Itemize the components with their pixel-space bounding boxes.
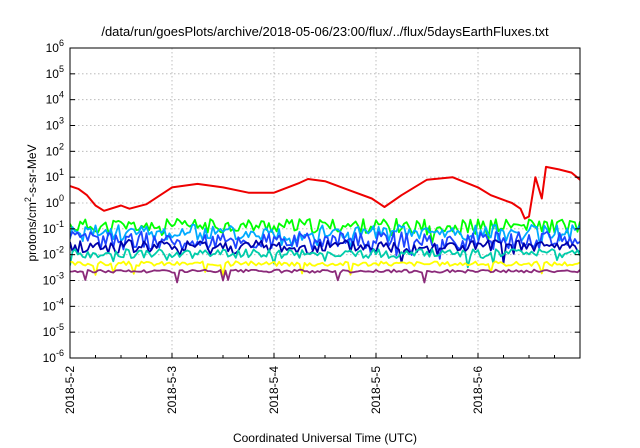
x-tick-label: 2018-5-4 bbox=[267, 366, 281, 414]
grid bbox=[70, 48, 580, 358]
series-line-3 bbox=[70, 230, 580, 260]
y-axis-label: protons/cm2-s-sr-MeV bbox=[23, 144, 39, 261]
series-line-0 bbox=[70, 165, 580, 220]
y-tick-label: 10-4 bbox=[43, 296, 64, 313]
y-tick-label: 104 bbox=[46, 90, 64, 107]
series-line-6 bbox=[70, 260, 580, 276]
series-line-1 bbox=[70, 217, 580, 245]
y-tick-label: 101 bbox=[46, 167, 64, 184]
y-tick-label: 10-3 bbox=[43, 271, 64, 288]
y-tick-label: 10-2 bbox=[43, 245, 64, 262]
x-axis: 2018-5-2 2018-5-3 2018-5-4 2018-5-5 2018-5-6 bbox=[63, 353, 555, 414]
x-tick-label: 2018-5-3 bbox=[165, 366, 179, 414]
y-tick-label: 100 bbox=[46, 193, 64, 210]
y-axis: 10-6 10-5 10-4 10-3 10-2 10-1 100 101 102 103 104 1… bbox=[43, 38, 580, 365]
y-tick-label: 103 bbox=[46, 116, 64, 133]
y-tick-label: 10-5 bbox=[43, 322, 64, 339]
y-tick-label: 106 bbox=[46, 38, 64, 55]
x-tick-label: 2018-5-2 bbox=[63, 366, 77, 414]
y-tick-label: 10-1 bbox=[43, 219, 64, 236]
y-tick-label: 10-6 bbox=[43, 348, 64, 365]
x-tick-label: 2018-5-6 bbox=[471, 366, 485, 414]
x-axis-label: Coordinated Universal Time (UTC) bbox=[233, 431, 417, 445]
series-layer bbox=[70, 165, 580, 284]
series-line-5 bbox=[70, 248, 580, 269]
y-tick-label: 102 bbox=[46, 141, 64, 158]
x-tick-label: 2018-5-5 bbox=[369, 366, 383, 414]
series-line-7 bbox=[70, 268, 580, 284]
chart-title: /data/run/goesPlots/archive/2018-05-06/2… bbox=[101, 24, 549, 39]
y-tick-label: 105 bbox=[46, 64, 64, 81]
series-line-4 bbox=[70, 238, 580, 265]
